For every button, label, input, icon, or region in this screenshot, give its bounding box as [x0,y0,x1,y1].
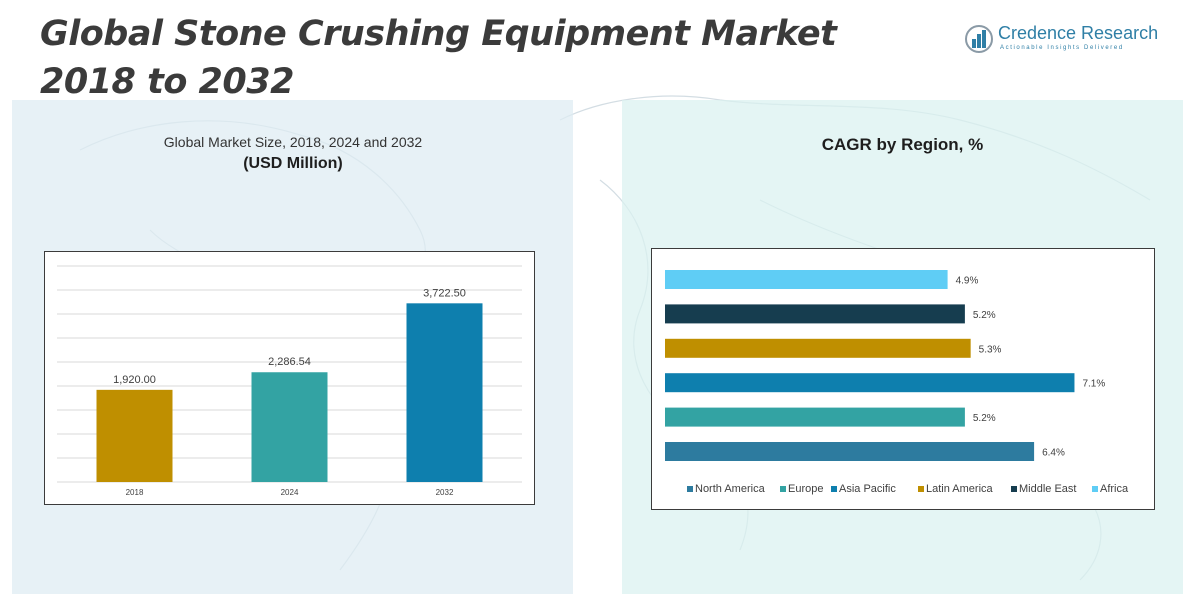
data-label-middle-east: 5.2% [973,310,996,321]
data-label-2018: 1,920.00 [113,374,156,386]
legend-label-north-america: North America [695,483,766,495]
data-label-latin-america: 5.3% [979,344,1002,355]
page-title: Global Stone Crushing Equipment Market 2… [40,14,837,102]
x-tick-2032: 2032 [436,488,454,497]
data-label-asia-pacific: 7.1% [1082,379,1105,390]
logo-tagline: Actionable Insights Delivered [1000,45,1124,51]
legend-swatch-asia-pacific [831,486,837,492]
data-label-europe: 5.2% [973,413,996,424]
legend-label-europe: Europe [788,483,823,495]
legend-swatch-latin-america [918,486,924,492]
legend-swatch-africa [1092,486,1098,492]
data-label-2024: 2,286.54 [268,356,311,368]
legend-swatch-middle-east [1011,486,1017,492]
cagr-horizontal-bar-chart: 4.9% 5.2% 5.3% 7.1% 5.2% 6.4% North America Eur… [665,270,1129,495]
bar-europe [665,407,965,427]
cagr-chart-frame: 4.9% 5.2% 5.3% 7.1% 5.2% 6.4% North America Eur… [651,248,1155,510]
bar-middle-east [665,304,965,324]
market-size-chart-title: Global Market Size, 2018, 2024 and 2032 [163,134,423,150]
legend-swatch-north-america [687,486,693,492]
data-label-africa: 4.9% [956,276,979,287]
bar-africa [665,270,948,289]
legend-swatch-europe [780,486,786,492]
bar-2024 [251,372,328,482]
market-size-chart-unit: (USD Million) [243,155,343,172]
data-label-north-america: 6.4% [1042,448,1065,459]
bar-asia-pacific [665,373,1075,393]
legend-label-middle-east: Middle East [1019,483,1076,495]
bar-2032 [406,303,483,482]
bar-2018 [96,389,173,482]
cagr-chart-title: CAGR by Region, % [821,135,984,154]
market-size-chart-frame: 1,920.00 2018 2,286.54 2024 3,722.50 2032 [44,251,535,505]
data-label-2032: 3,722.50 [423,287,466,299]
bar-chart-logo-icon [965,25,993,53]
legend-label-latin-america: Latin America [926,483,994,495]
logo-name: Credence Research [998,23,1159,43]
bar-latin-america [665,338,971,358]
market-size-bar-chart: 1,920.00 2018 2,286.54 2024 3,722.50 2032 [57,265,522,497]
x-tick-2024: 2024 [281,488,299,497]
bar-north-america [665,442,1035,461]
legend-label-asia-pacific: Asia Pacific [839,483,896,495]
legend-label-africa: Africa [1100,483,1129,495]
credence-research-logo: Credence Research Actionable Insights De… [964,22,1164,58]
chart-legend: North America Europe Asia Pacific Latin Ame… [687,483,1129,495]
x-tick-2018: 2018 [126,488,144,497]
